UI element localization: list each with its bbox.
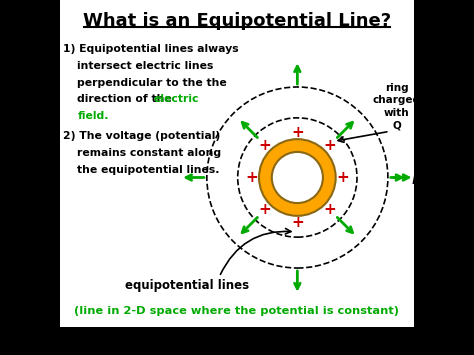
Text: field.: field. [77,111,109,121]
Circle shape [259,139,336,216]
Text: (line in 2-D space where the potential is constant): (line in 2-D space where the potential i… [74,306,400,316]
Text: electric: electric [154,94,199,104]
Text: +: + [291,215,304,230]
Text: 2) The voltage (potential): 2) The voltage (potential) [63,131,220,141]
Text: +: + [246,170,258,185]
Text: perpendicular to the the: perpendicular to the the [77,78,227,88]
Text: direction of the: direction of the [77,94,176,104]
Text: What is an Equipotential Line?: What is an Equipotential Line? [83,12,391,31]
Text: ring
charged
with
Q: ring charged with Q [373,83,421,130]
Text: equipotential lines: equipotential lines [125,279,249,292]
Text: remains constant along: remains constant along [77,148,221,158]
Text: 1) Equipotential lines always: 1) Equipotential lines always [63,44,239,54]
Text: +: + [323,138,336,153]
Text: +: + [259,202,272,217]
Text: +: + [259,138,272,153]
Circle shape [272,152,323,203]
Text: +: + [323,202,336,217]
Text: +: + [337,170,349,185]
Text: intersect electric lines: intersect electric lines [77,61,214,71]
Text: the equipotential lines.: the equipotential lines. [77,164,220,175]
Text: +: + [291,125,304,140]
Text: $\vec{E}$: $\vec{E}$ [411,166,423,189]
